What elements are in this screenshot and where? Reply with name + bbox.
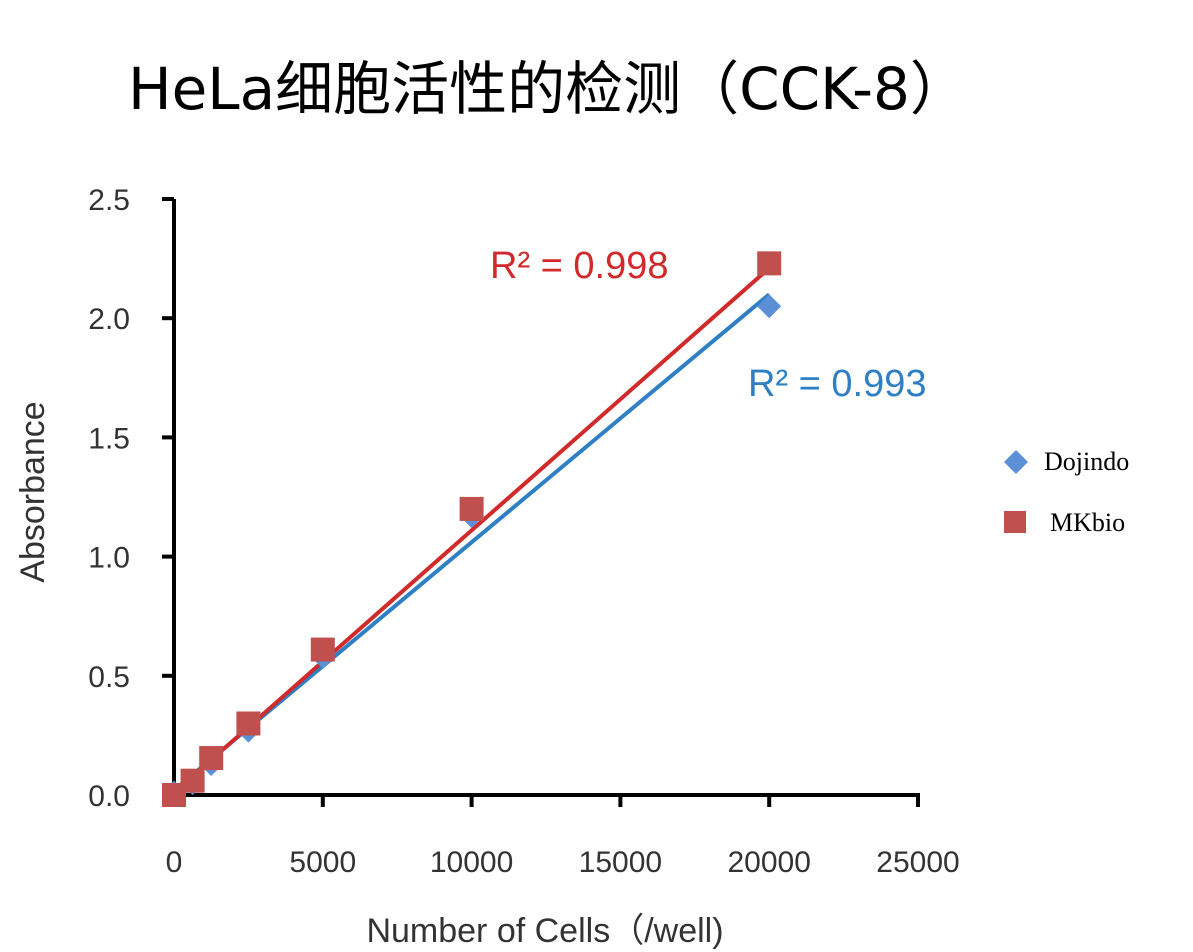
x-tick-label: 10000 bbox=[430, 846, 513, 879]
y-tick-label: 2.0 bbox=[88, 303, 130, 336]
trendline-mkbio bbox=[172, 266, 771, 795]
x-tick-label: 25000 bbox=[876, 846, 959, 879]
legend-label-mkbio: MKbio bbox=[1050, 508, 1125, 537]
y-tick-label: 2.5 bbox=[88, 184, 130, 217]
y-tick-label: 0.0 bbox=[88, 780, 130, 813]
data-point-mkbio bbox=[757, 251, 782, 276]
y-axis-label: Absorbance bbox=[14, 401, 52, 582]
legend-marker-dojindo bbox=[1004, 450, 1028, 474]
x-axis-label: Number of Cells（/well) bbox=[366, 912, 723, 950]
legend-label-dojindo: Dojindo bbox=[1044, 447, 1129, 476]
legend-marker-mkbio bbox=[1004, 511, 1026, 533]
data-point-mkbio bbox=[199, 746, 224, 771]
r2-label-dojindo: R² = 0.993 bbox=[748, 363, 927, 405]
r2-label-mkbio: R² = 0.998 bbox=[490, 245, 669, 287]
chart-title: HeLa细胞活性的检测（CCK-8） bbox=[128, 55, 968, 123]
data-point-mkbio bbox=[459, 496, 484, 521]
data-point-dojindo bbox=[757, 294, 782, 319]
data-point-mkbio bbox=[310, 637, 335, 662]
x-tick-label: 20000 bbox=[727, 846, 810, 879]
y-tick-label: 1.0 bbox=[88, 542, 130, 575]
y-tick-label: 1.5 bbox=[88, 422, 130, 455]
data-point-mkbio bbox=[180, 768, 205, 793]
data-point-mkbio bbox=[236, 711, 261, 736]
x-tick-label: 15000 bbox=[579, 846, 662, 879]
x-tick-label: 0 bbox=[166, 846, 183, 879]
x-tick-label: 5000 bbox=[289, 846, 356, 879]
y-tick-label: 0.5 bbox=[88, 661, 130, 694]
